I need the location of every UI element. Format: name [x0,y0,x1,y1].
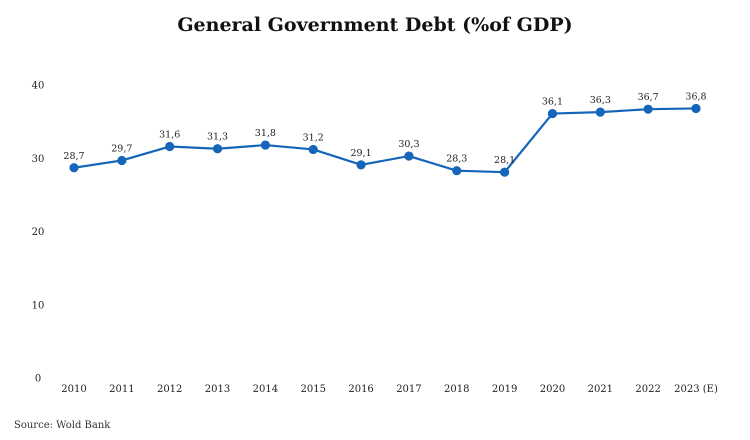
data-label: 28,1 [494,155,515,166]
data-point [117,155,127,166]
data-points [69,103,701,177]
x-tick-label: 2011 [109,384,134,395]
data-label: 29,1 [350,148,371,159]
data-point [643,104,653,114]
data-label: 31,8 [255,128,276,139]
data-label: 36,8 [685,91,706,102]
x-tick-label: 2015 [301,384,326,395]
x-tick-label: 2014 [253,384,278,395]
data-point [260,140,270,150]
data-point [595,107,605,117]
data-point [691,103,701,114]
data-point [404,151,414,161]
data-point [452,166,462,176]
y-tick-label: 20 [32,227,45,238]
y-axis: 0 10 20 30 40 [32,81,45,385]
data-point [356,160,366,170]
source-note: Source: Wold Bank [14,420,111,431]
data-label: 31,3 [207,132,228,143]
data-label: 31,2 [303,132,324,143]
data-label: 31,6 [159,130,180,141]
data-label: 30,3 [398,139,419,150]
x-tick-label: 2012 [157,384,182,395]
data-label: 36,7 [638,92,659,103]
x-tick-label: 2013 [205,384,230,395]
data-label: 36,1 [542,97,563,108]
y-tick-label: 10 [32,300,45,311]
chart-title: General Government Debt (%of GDP) [177,14,572,36]
data-label: 29,7 [111,143,132,154]
x-tick-label: 2016 [348,384,373,395]
y-tick-label: 0 [35,374,41,385]
data-label: 36,3 [590,95,611,106]
y-tick-label: 40 [32,81,45,92]
x-axis: 2010 2011 2012 2013 2014 2015 2016 2017 2018 2019… [61,384,718,395]
data-point [212,144,223,154]
x-tick-label: 2010 [61,384,86,395]
data-point [165,141,175,152]
x-tick-label: 2022 [635,384,660,395]
data-point [500,167,510,177]
data-label: 28,3 [446,154,467,165]
series-line [72,107,698,174]
data-point [547,108,558,119]
x-tick-label: 2017 [396,384,421,395]
x-tick-label: 2023 (E) [674,384,718,395]
x-tick-label: 2018 [444,384,469,395]
series-line-group [72,107,698,174]
data-point [69,163,79,173]
x-tick-label: 2020 [540,384,565,395]
data-point [308,144,318,155]
x-tick-label: 2021 [588,384,613,395]
data-labels: 28,7 29,7 31,6 31,3 31,8 31,2 29,1 30,3 28,3 28,1… [63,91,706,166]
y-tick-label: 30 [32,154,45,165]
x-tick-label: 2019 [492,384,517,395]
data-label: 28,7 [63,151,84,162]
